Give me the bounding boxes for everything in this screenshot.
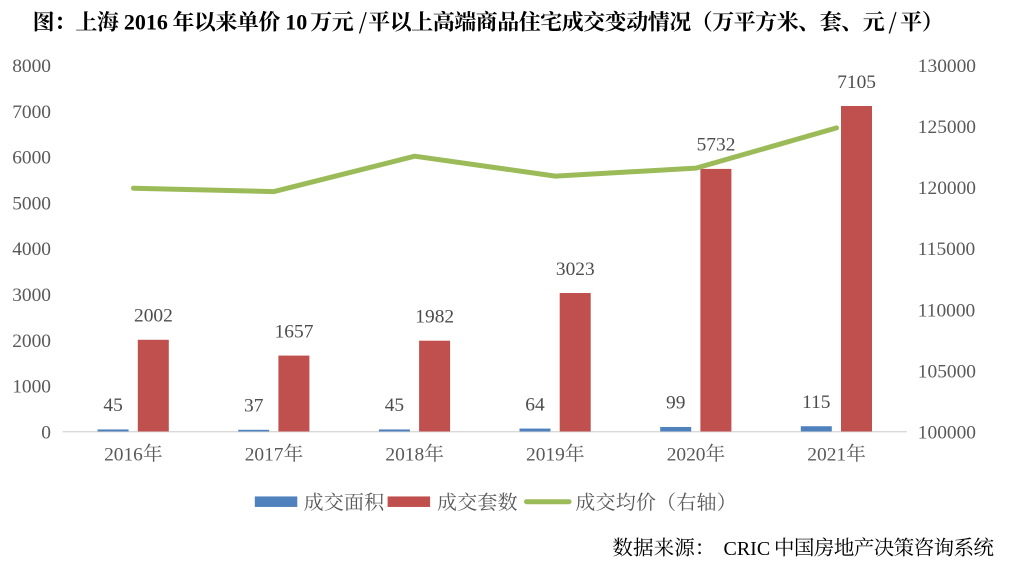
svg-text:7000: 7000 (12, 102, 51, 123)
svg-text:99: 99 (666, 393, 685, 414)
svg-text:7105: 7105 (837, 72, 876, 93)
svg-text:2002: 2002 (134, 306, 173, 327)
svg-text:0: 0 (41, 423, 51, 444)
svg-text:CRIC: CRIC (724, 538, 771, 560)
svg-text:1000: 1000 (12, 377, 51, 398)
svg-text:2016: 2016 (124, 10, 168, 35)
svg-text:130000: 130000 (918, 56, 976, 77)
svg-text:125000: 125000 (918, 117, 976, 138)
svg-text:2018: 2018 (385, 444, 424, 465)
svg-text:2019: 2019 (526, 444, 565, 465)
svg-text:105000: 105000 (918, 361, 976, 382)
svg-text:45: 45 (385, 395, 404, 416)
svg-text:3000: 3000 (12, 285, 51, 306)
svg-text:5732: 5732 (697, 135, 736, 156)
svg-text:64: 64 (525, 394, 545, 415)
svg-text:2017: 2017 (245, 444, 284, 465)
svg-text:100000: 100000 (918, 423, 976, 444)
svg-text:115: 115 (802, 392, 830, 413)
svg-text:115000: 115000 (918, 239, 975, 260)
svg-text:110000: 110000 (918, 300, 975, 321)
svg-text:2020: 2020 (667, 444, 706, 465)
svg-text:6000: 6000 (12, 148, 51, 169)
svg-text:3023: 3023 (556, 259, 595, 280)
svg-text:2021: 2021 (807, 444, 846, 465)
svg-text:120000: 120000 (918, 178, 976, 199)
svg-text:2016: 2016 (104, 444, 143, 465)
svg-text:4000: 4000 (12, 239, 51, 260)
svg-text:10: 10 (285, 10, 307, 35)
svg-text:37: 37 (244, 396, 264, 417)
svg-text:45: 45 (103, 395, 122, 416)
svg-text:2000: 2000 (12, 331, 51, 352)
svg-text:8000: 8000 (12, 56, 51, 77)
svg-text:1657: 1657 (275, 321, 314, 342)
svg-text:1982: 1982 (415, 306, 454, 327)
svg-text:5000: 5000 (12, 193, 51, 214)
